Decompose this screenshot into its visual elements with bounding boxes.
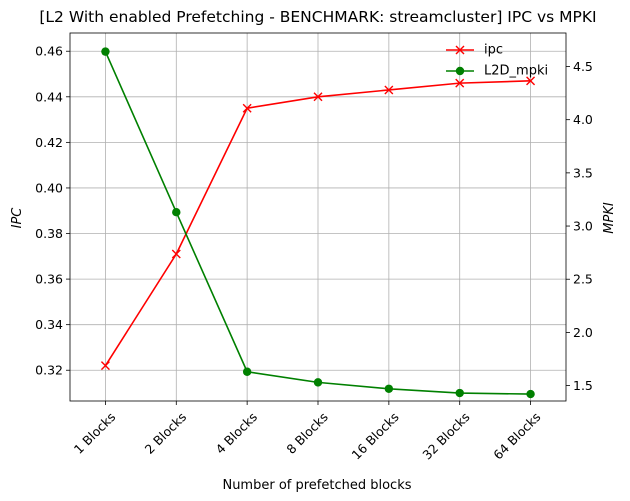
mpki-data-point <box>242 367 252 376</box>
ipc-data-point <box>171 249 181 259</box>
marker-stroke <box>313 92 323 102</box>
y-axis-label-left: IPC <box>10 207 25 229</box>
legend-marker <box>455 66 465 76</box>
mpki-data-point <box>313 378 323 387</box>
grid <box>70 33 566 401</box>
y-tick-label-left: 0.38 <box>35 226 63 241</box>
x-tick-label: 1 Blocks <box>71 409 119 457</box>
ipc-data-point <box>384 85 394 95</box>
x-axis-label: Number of prefetched blocks <box>222 478 411 493</box>
mpki-data-point <box>101 47 110 56</box>
marker-stroke <box>455 78 465 88</box>
y-tick-label-left: 0.40 <box>35 180 63 195</box>
marker-stroke <box>455 45 465 55</box>
marker-stroke <box>384 85 394 95</box>
marker-stroke <box>100 361 110 371</box>
x-tick-label: 8 Blocks <box>283 409 331 457</box>
x-tick-label: 4 Blocks <box>212 409 260 457</box>
y-tick-label-right: 1.5 <box>573 378 593 393</box>
y-tick-label-left: 0.42 <box>35 135 63 150</box>
y-tick-label-left: 0.44 <box>35 89 63 104</box>
ipc-data-point <box>455 78 465 88</box>
mpki-data-point <box>384 384 394 393</box>
x-tick-label: 2 Blocks <box>142 409 190 457</box>
y-tick-label-left: 0.46 <box>35 44 63 59</box>
y-tick-label-right: 3.0 <box>573 219 593 234</box>
mpki-data-point <box>172 208 181 217</box>
series-layer <box>100 47 536 399</box>
y-tick-label-right: 4.5 <box>573 59 593 74</box>
ipc-data-point <box>313 92 323 102</box>
ipc-data-point <box>100 361 110 371</box>
legend-marker <box>455 45 465 55</box>
ipc-data-point <box>242 103 252 113</box>
y-tick-label-left: 0.34 <box>35 317 63 332</box>
y-tick-label-left: 0.32 <box>35 363 63 378</box>
marker-stroke <box>171 249 181 259</box>
y-tick-label-right: 4.0 <box>573 112 593 127</box>
marker-stroke <box>242 103 252 113</box>
mpki-data-point <box>526 389 535 399</box>
legend: ipc L2D_mpki <box>446 43 548 79</box>
plot-frame <box>69 32 567 402</box>
y-tick-label-right: 2.0 <box>573 325 593 340</box>
y-tick-label-left: 0.36 <box>35 272 63 287</box>
marker-stroke <box>526 76 536 86</box>
y-axis-label-right: MPKI <box>602 202 617 234</box>
x-tick-label: 32 Blocks <box>419 409 472 462</box>
legend-label: ipc <box>484 43 503 58</box>
legend-label: L2D_mpki <box>484 64 548 79</box>
chart-title: [L2 With enabled Prefetching - BENCHMARK… <box>39 8 596 26</box>
x-tick-label: 16 Blocks <box>349 409 402 462</box>
mpki-data-point <box>455 388 464 398</box>
y-tick-label-right: 2.5 <box>573 272 593 287</box>
ipc-data-point <box>526 76 536 86</box>
x-tick-label: 64 Blocks <box>490 409 543 462</box>
y-tick-label-right: 3.5 <box>573 165 593 180</box>
